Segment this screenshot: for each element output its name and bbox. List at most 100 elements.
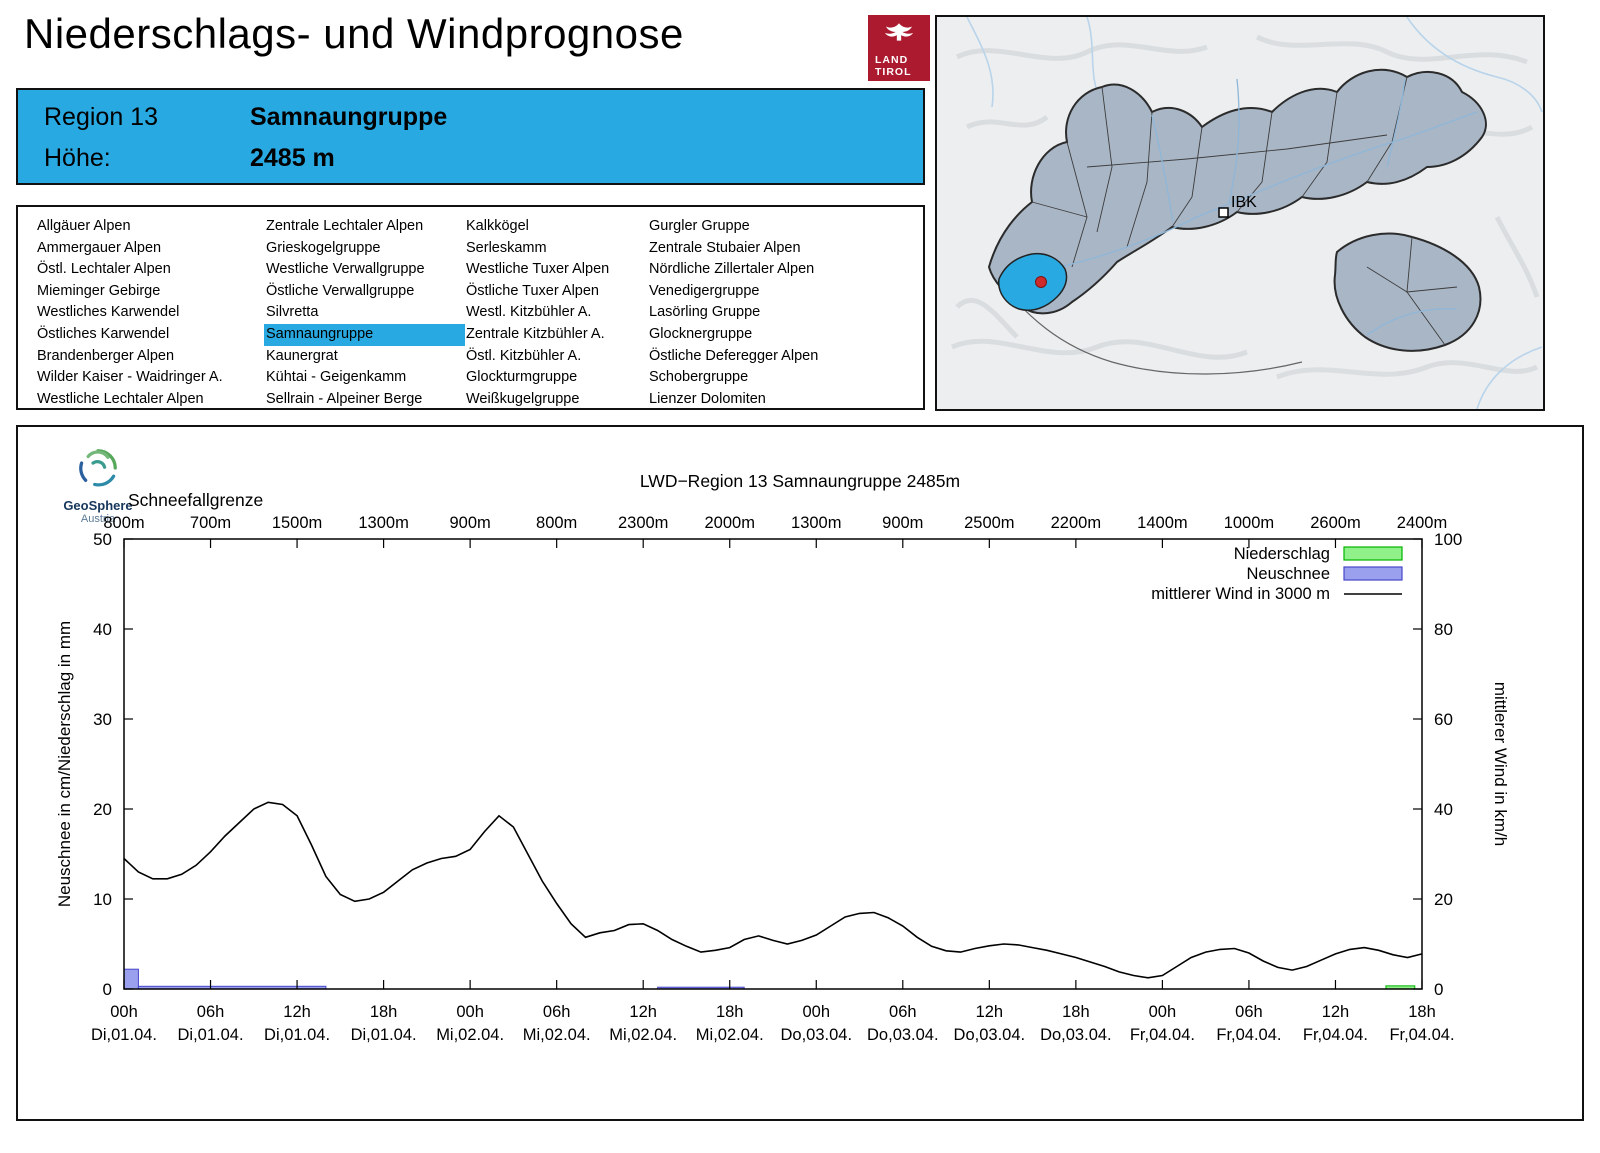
- x-tick-date-label: Di,01.04.: [264, 1026, 330, 1044]
- x-tick-hour-label: 18h: [1408, 1003, 1436, 1021]
- legend-label: mittlerer Wind in 3000 m: [1151, 585, 1330, 603]
- region-list-item[interactable]: Schobergruppe: [649, 369, 749, 386]
- region-list-item[interactable]: Samnaungruppe: [264, 323, 465, 346]
- region-list-item[interactable]: Serleskamm: [466, 239, 547, 256]
- region-list-item[interactable]: Östl. Kitzbühler A.: [466, 347, 582, 364]
- geosphere-spiral-icon: [79, 449, 117, 487]
- snowline-label: Schneefallgrenze: [128, 490, 264, 510]
- region-list-item[interactable]: Kaunergrat: [266, 347, 338, 364]
- x-tick-hour-label: 12h: [1322, 1003, 1350, 1021]
- region-number-label: Region 13: [44, 103, 158, 131]
- region-list-item[interactable]: Zentrale Lechtaler Alpen: [266, 218, 424, 234]
- altitude-label: Höhe:: [44, 144, 111, 172]
- region-list-item[interactable]: Westliche Lechtaler Alpen: [37, 390, 204, 407]
- region-list-item[interactable]: Venedigergruppe: [649, 282, 760, 299]
- region-list-item[interactable]: Östl. Lechtaler Alpen: [37, 261, 171, 278]
- snowline-value: 2300m: [618, 514, 668, 532]
- region-list-item[interactable]: Westliche Verwallgruppe: [266, 261, 425, 278]
- snowline-value: 1000m: [1224, 514, 1274, 532]
- snowline-value: 700m: [190, 514, 231, 532]
- snowline-value: 2200m: [1051, 514, 1101, 532]
- x-tick-hour-label: 18h: [1062, 1003, 1090, 1021]
- region-list-item[interactable]: Mieminger Gebirge: [37, 282, 161, 299]
- region-name: Samnaungruppe: [250, 103, 448, 131]
- x-tick-hour-label: 18h: [716, 1003, 744, 1021]
- legend-label: Neuschnee: [1247, 565, 1330, 583]
- y-left-tick-label: 10: [93, 890, 112, 909]
- land-tirol-logo: LAND TIROL: [868, 15, 930, 81]
- snowline-value: 2400m: [1397, 514, 1447, 532]
- legend-swatch: [1343, 566, 1403, 581]
- region-list-item[interactable]: Glocknergruppe: [649, 325, 753, 342]
- logo-text-land: LAND: [875, 54, 909, 66]
- region-list-item[interactable]: Allgäuer Alpen: [37, 218, 131, 234]
- region-list-item[interactable]: Ammergauer Alpen: [37, 239, 162, 256]
- y-right-tick-label: 20: [1434, 890, 1453, 909]
- x-tick-date-label: Mi,02.04.: [523, 1026, 591, 1044]
- x-tick-date-label: Fr,04.04.: [1389, 1026, 1454, 1044]
- y-left-tick-label: 30: [93, 710, 112, 729]
- x-tick-date-label: Fr,04.04.: [1216, 1026, 1281, 1044]
- x-tick-hour-label: 00h: [456, 1003, 484, 1021]
- region-list-item[interactable]: Zentrale Kitzbühler A.: [466, 325, 605, 342]
- y-right-tick-label: 100: [1434, 530, 1462, 549]
- wind-line: [123, 801, 1423, 979]
- region-list-item[interactable]: Glockturmgruppe: [466, 369, 578, 386]
- map-rivers-inside: [996, 78, 1478, 336]
- y-left-tick-label: 50: [93, 530, 112, 549]
- region-list-item[interactable]: Grieskogelgruppe: [266, 239, 381, 256]
- x-tick-date-label: Do,03.04.: [867, 1026, 939, 1044]
- snowline-value: 1400m: [1137, 514, 1187, 532]
- page-title: Niederschlags- und Windprognose: [24, 10, 684, 57]
- y-axis-title-right: mittlerer Wind in km/h: [1491, 682, 1510, 846]
- x-tick-hour-label: 12h: [976, 1003, 1004, 1021]
- region-column: Allgäuer Alpen Ammergauer Alpen Östl. Lech…: [35, 216, 257, 410]
- x-tick-date-label: Do,03.04.: [954, 1026, 1026, 1044]
- x-tick-hour-label: 18h: [370, 1003, 398, 1021]
- x-tick-date-label: Mi,02.04.: [609, 1026, 677, 1044]
- selected-region-samnaungruppe[interactable]: [998, 252, 1068, 311]
- logo-text-tirol: TIROL: [875, 66, 912, 78]
- region-list-item[interactable]: Zentrale Stubaier Alpen: [649, 239, 801, 256]
- snowline-value: 800m: [536, 514, 577, 532]
- region-list-item[interactable]: Kalkkögel: [466, 218, 529, 234]
- region-list-item[interactable]: Brandenberger Alpen: [37, 347, 175, 364]
- region-info-box: Region 13 Samnaungruppe Höhe: 2485 m: [16, 88, 925, 185]
- region-list-item[interactable]: Wilder Kaiser - Waidringer A.: [37, 369, 223, 386]
- chart-title: LWD−Region 13 Samnaungruppe 2485m: [639, 471, 961, 491]
- region-list-item[interactable]: Westliche Tuxer Alpen: [466, 261, 610, 278]
- region-column: Kalkkögel Serleskamm Westliche Tuxer Alpen…: [464, 216, 642, 410]
- x-tick-date-label: Di,01.04.: [178, 1026, 244, 1044]
- region-list-item[interactable]: Nördliche Zillertaler Alpen: [649, 261, 815, 278]
- snowline-value: 2600m: [1310, 514, 1360, 532]
- region-list-item[interactable]: Weißkugelgruppe: [466, 390, 580, 407]
- region-list-item[interactable]: Westliches Karwendel: [37, 304, 180, 321]
- region-list-item[interactable]: Östliche Deferegger Alpen: [649, 347, 819, 364]
- x-tick-hour-label: 06h: [1235, 1003, 1263, 1021]
- geosphere-name: GeoSphere: [63, 498, 133, 513]
- x-tick-date-label: Fr,04.04.: [1303, 1026, 1368, 1044]
- x-tick-date-label: Mi,02.04.: [696, 1026, 764, 1044]
- region-list-item[interactable]: Silvretta: [266, 304, 319, 321]
- y-left-tick-label: 0: [103, 980, 112, 999]
- region-list-item[interactable]: Östliche Verwallgruppe: [266, 282, 415, 299]
- region-list-item[interactable]: Sellrain - Alpeiner Berge: [266, 390, 423, 407]
- region-list-item[interactable]: Westl. Kitzbühler A.: [466, 304, 592, 321]
- region-list-item[interactable]: Lasörling Gruppe: [649, 304, 761, 321]
- region-list-item[interactable]: Östliches Karwendel: [37, 325, 170, 342]
- y-left-tick-label: 20: [93, 800, 112, 819]
- region-list-item[interactable]: Kühtai - Geigenkamm: [266, 369, 407, 386]
- tirol-map-svg: IBK: [937, 17, 1543, 409]
- region-list-item[interactable]: Östliche Tuxer Alpen: [466, 282, 599, 299]
- bar-neuschnee: [123, 968, 139, 990]
- map-relief: [950, 34, 1540, 380]
- snowline-value: 1500m: [272, 514, 322, 532]
- altitude-value: 2485 m: [250, 144, 335, 172]
- x-tick-date-label: Di,01.04.: [351, 1026, 417, 1044]
- region-list-item[interactable]: Gurgler Gruppe: [649, 218, 750, 234]
- region-list-item[interactable]: Lienzer Dolomiten: [649, 390, 766, 407]
- plot-frame: [123, 538, 1423, 990]
- snowline-value: 900m: [449, 514, 490, 532]
- region-list: Allgäuer Alpen Ammergauer Alpen Östl. Lech…: [16, 205, 925, 410]
- y-left-tick-label: 40: [93, 620, 112, 639]
